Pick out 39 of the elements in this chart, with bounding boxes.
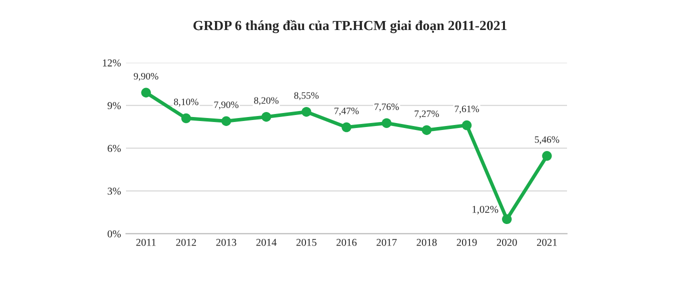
y-tick-label: 3% — [108, 188, 121, 195]
point — [141, 88, 151, 98]
x-tick-label: 2020 — [496, 238, 517, 246]
point — [342, 122, 352, 132]
y-tick-label: 12% — [102, 59, 121, 66]
point — [462, 120, 472, 130]
data-label: 7,47% — [334, 108, 359, 116]
x-tick-label: 2018 — [416, 238, 437, 246]
data-label: 8,55% — [294, 92, 319, 100]
point — [502, 214, 512, 224]
point — [181, 113, 191, 124]
x-tick-label: 2013 — [216, 238, 236, 246]
y-tick-label: 6% — [108, 144, 121, 152]
data-label: 1,02% — [472, 206, 498, 214]
x-tick-label: 2021 — [536, 238, 557, 246]
data-label: 8,10% — [174, 98, 198, 107]
x-tick-label: 2019 — [456, 238, 477, 246]
x-tick-label: 2017 — [376, 238, 397, 246]
y-tick-label: 9% — [108, 102, 121, 110]
x-tick-label: 2015 — [296, 238, 316, 246]
data-label: 7,27% — [414, 110, 439, 118]
point — [382, 118, 392, 128]
x-tick-label: 2016 — [336, 238, 357, 246]
data-label: 7,76% — [374, 103, 399, 112]
data-label: 8,20% — [254, 97, 279, 106]
y-tick-label: 0% — [108, 230, 121, 238]
x-tick-label: 2012 — [176, 238, 196, 246]
chart-title: GRDP 6 tháng đầu của TP.HCM giai đoạn 2011-2021 — [193, 20, 507, 34]
point — [422, 125, 432, 135]
x-tick-label: 2011 — [136, 238, 156, 246]
point — [302, 107, 312, 117]
point — [261, 112, 272, 122]
data-label: 5,46% — [534, 136, 560, 144]
data-label: 7,61% — [454, 106, 479, 114]
x-tick-label: 2014 — [256, 238, 277, 246]
data-label: 7,90% — [214, 101, 238, 110]
point — [221, 116, 232, 126]
point — [542, 151, 552, 161]
data-label: 9,90% — [134, 72, 158, 81]
